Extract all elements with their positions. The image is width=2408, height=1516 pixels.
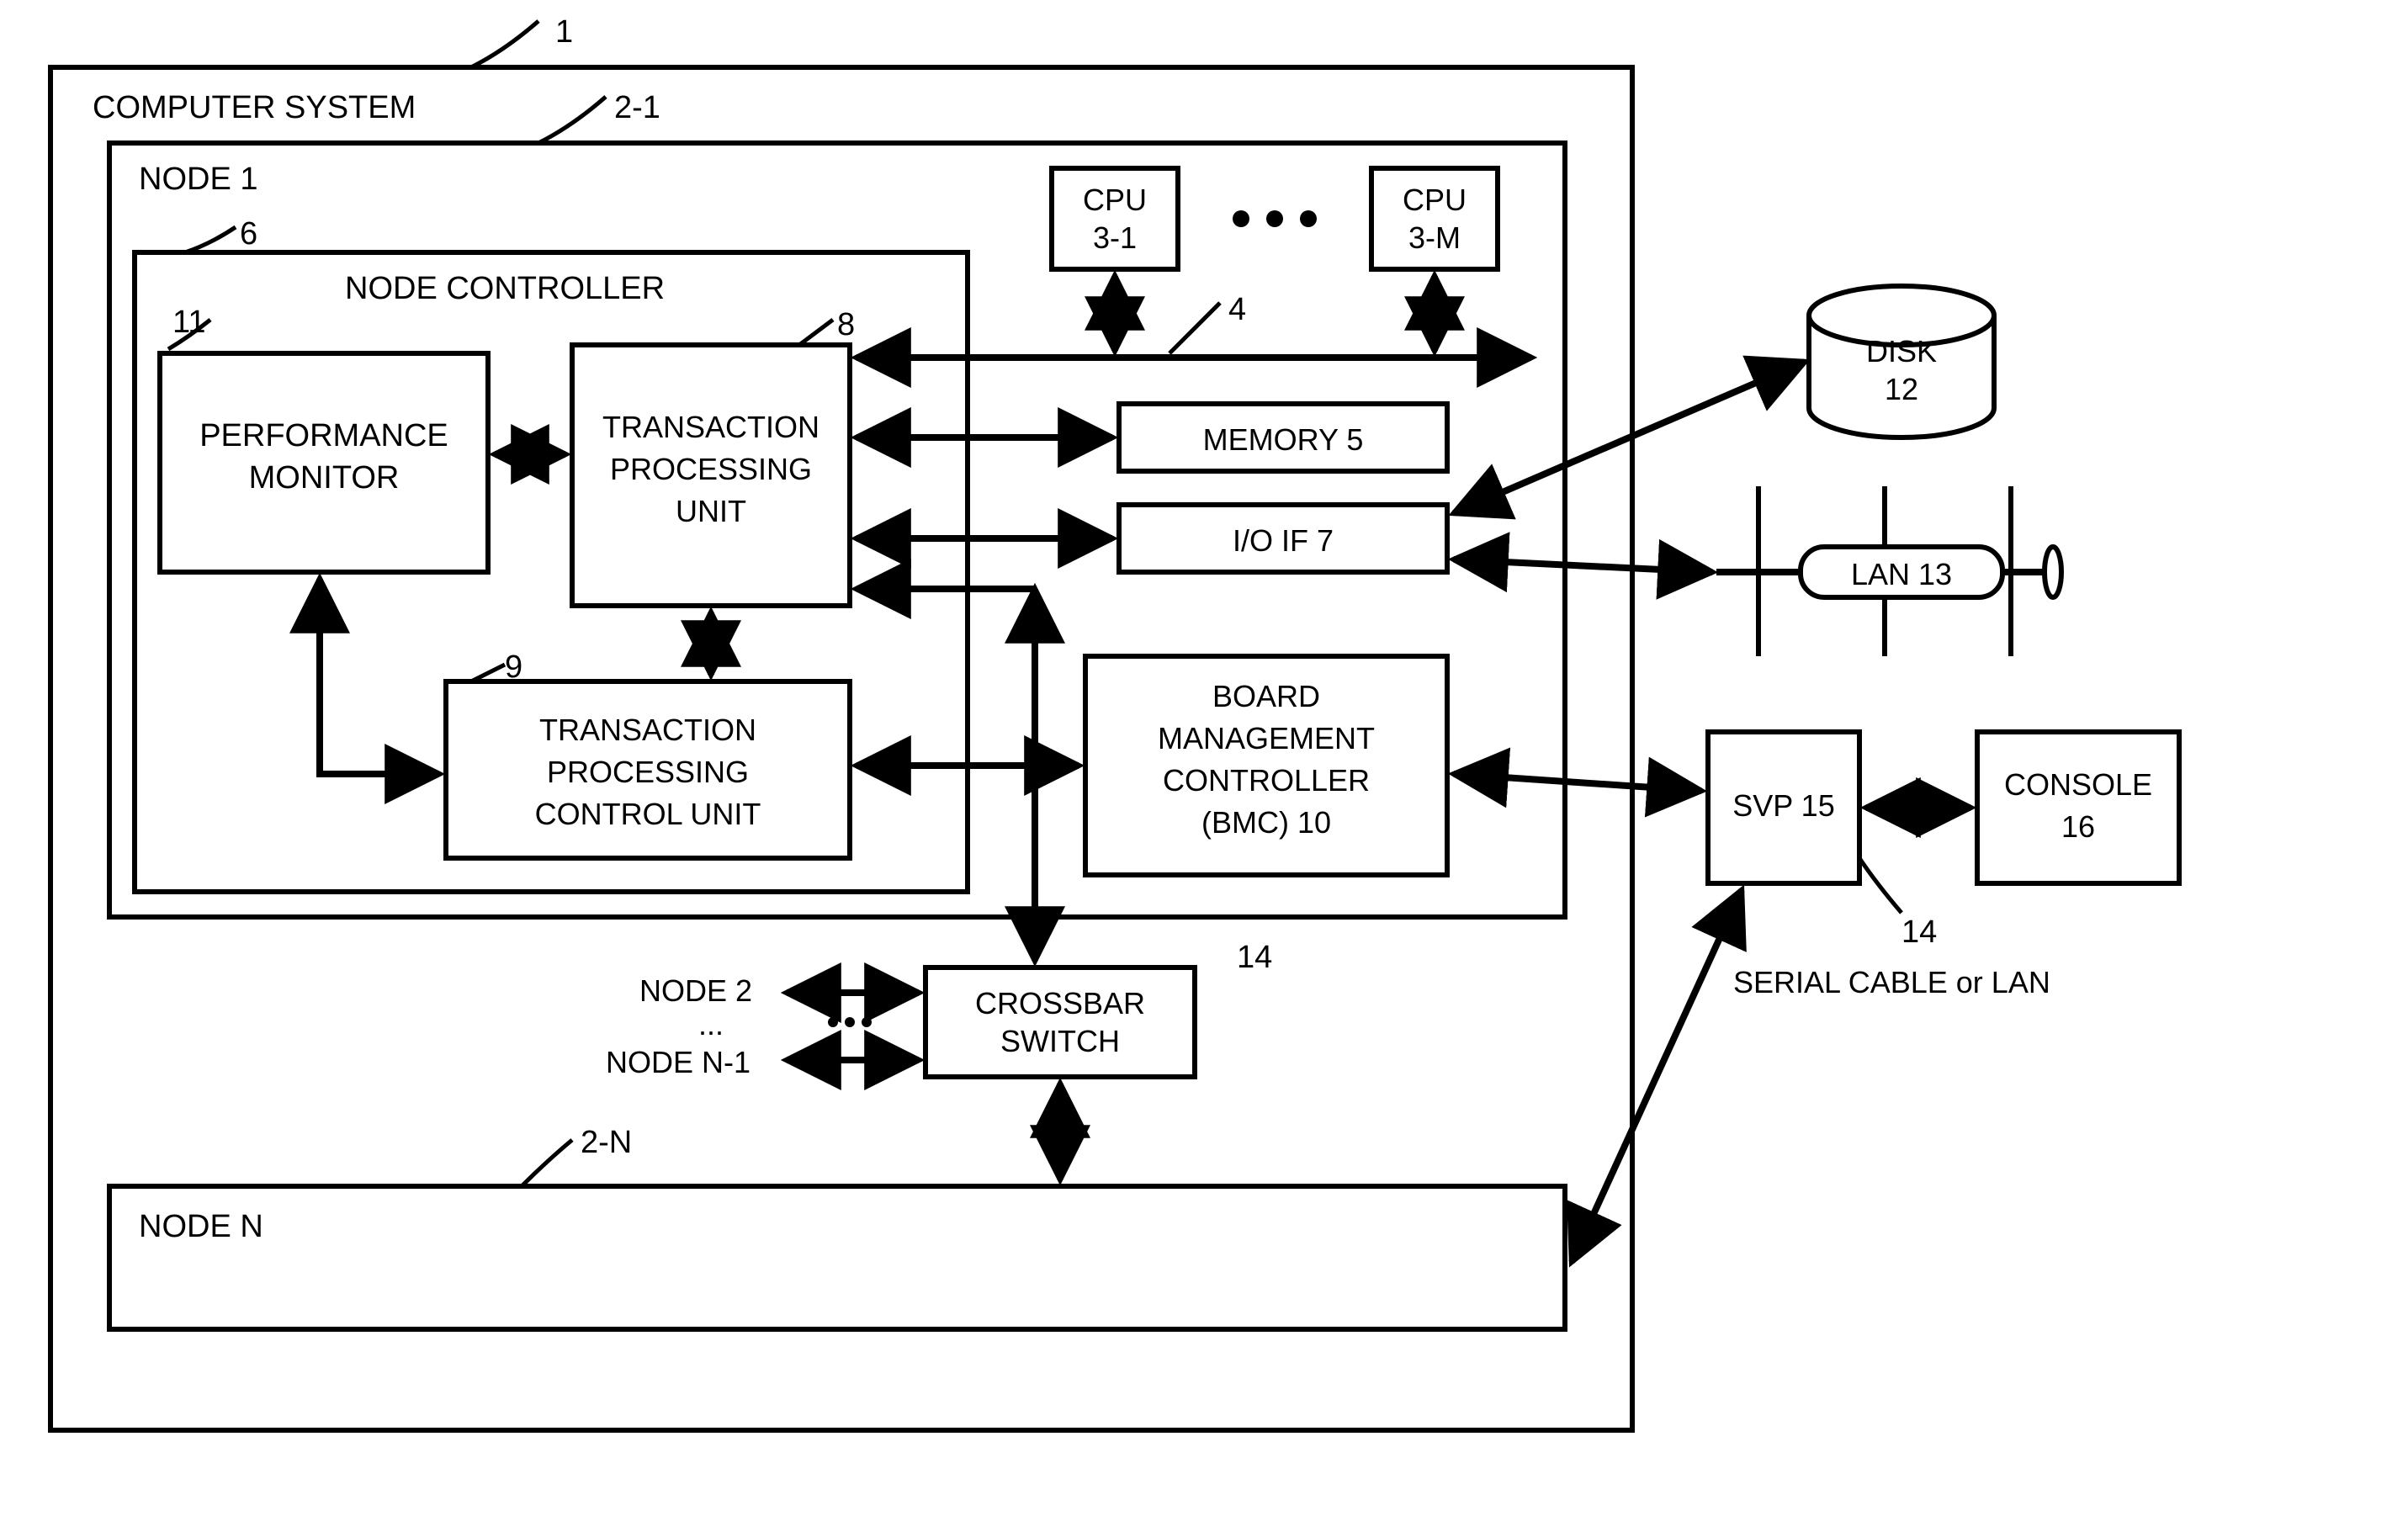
cpum-l1: CPU [1403, 183, 1467, 217]
ref-leader-14b [1859, 858, 1901, 913]
disk-l1: DISK [1866, 334, 1937, 368]
cpu1-l2: 3-1 [1093, 220, 1137, 255]
node-controller-label: NODE CONTROLLER [345, 271, 665, 306]
cpu-ellipsis-dot [1233, 210, 1249, 227]
node-dots: ... [698, 1007, 724, 1042]
bmc-l2: MANAGEMENT [1158, 721, 1375, 755]
svp-label: SVP 15 [1732, 788, 1834, 823]
console-l1: CONSOLE [2004, 767, 2152, 802]
ref-11: 11 [172, 305, 205, 340]
crossbar-l2: SWITCH [1000, 1024, 1120, 1058]
memory-label: MEMORY 5 [1203, 422, 1364, 457]
cpu-ellipsis-dot [1266, 210, 1283, 227]
ioif-label: I/O IF 7 [1233, 523, 1334, 558]
ref-1: 1 [555, 14, 573, 50]
disk-shape: DISK 12 [1809, 286, 1994, 437]
node-n-label: NODE N [139, 1209, 263, 1244]
perf-monitor-l1: PERFORMANCE [199, 418, 448, 453]
bmc-l3: CONTROLLER [1163, 763, 1370, 798]
node-n-box [109, 1186, 1565, 1329]
ref-9: 9 [505, 649, 522, 685]
ref-14-serial: 14 [1901, 914, 1937, 950]
serial-label: SERIAL CABLE or LAN [1733, 965, 2050, 999]
cpum-l2: 3-M [1408, 220, 1461, 255]
cpu1-l1: CPU [1083, 183, 1147, 217]
ref-14-crossbar: 14 [1237, 940, 1272, 975]
tpu-l3: UNIT [676, 494, 746, 528]
cpu-ellipsis-dot [1300, 210, 1317, 227]
ref-8: 8 [837, 307, 855, 342]
diagram-root: COMPUTER SYSTEM 1 NODE 1 2-1 NODE CONTRO… [0, 0, 2408, 1516]
ref-4: 4 [1228, 292, 1246, 327]
tpcu-l1: TRANSACTION [539, 713, 756, 747]
tpcu-l2: PROCESSING [547, 755, 749, 789]
noden1-label: NODE N-1 [606, 1045, 751, 1079]
crossbar-l1: CROSSBAR [975, 986, 1145, 1020]
crossbar-box [926, 967, 1195, 1077]
ref-2-n: 2-N [581, 1125, 632, 1160]
lan-shape: LAN 13 [1716, 486, 2061, 656]
computer-system-label: COMPUTER SYSTEM [93, 90, 416, 125]
lan-label: LAN 13 [1851, 557, 1952, 591]
bmc-l4: (BMC) 10 [1201, 805, 1331, 840]
tpu-l1: TRANSACTION [602, 410, 819, 444]
ref-6: 6 [240, 216, 257, 252]
console-l2: 16 [2061, 809, 2095, 844]
ref-2-1: 2-1 [614, 90, 660, 125]
node1-label: NODE 1 [139, 162, 257, 197]
ref-leader-1 [471, 21, 538, 67]
console-box [1977, 732, 2179, 883]
bmc-l1: BOARD [1212, 679, 1320, 713]
disk-l2: 12 [1885, 372, 1918, 406]
tpcu-l3: CONTROL UNIT [535, 797, 761, 831]
node2-label: NODE 2 [639, 973, 752, 1008]
tpu-l2: PROCESSING [610, 452, 812, 486]
perf-monitor-l2: MONITOR [249, 460, 400, 496]
